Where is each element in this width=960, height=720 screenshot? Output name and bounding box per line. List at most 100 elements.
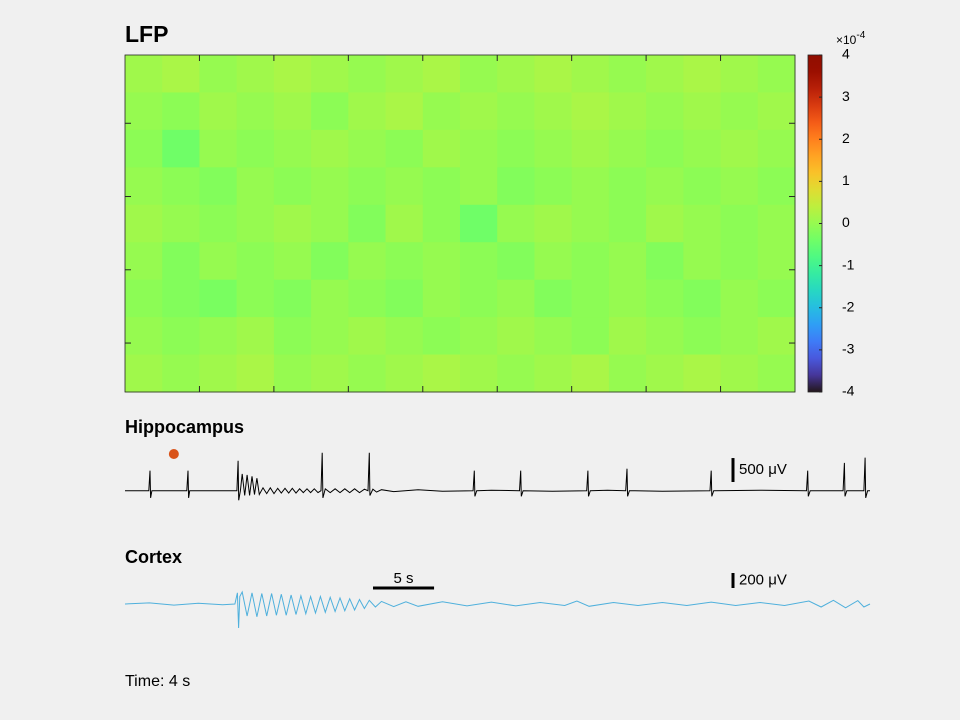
time-label: Time: 4 s	[125, 673, 190, 690]
heatmap-cell	[720, 92, 759, 131]
heatmap-cell	[720, 204, 759, 243]
heatmap-cell	[236, 279, 275, 318]
heatmap-cell	[199, 317, 238, 356]
heatmap-cell	[273, 92, 312, 131]
heatmap-cell	[236, 242, 275, 281]
heatmap-cell	[236, 354, 275, 393]
heatmap-cell	[646, 279, 684, 318]
heatmap-cell	[422, 167, 461, 206]
heatmap-cell	[385, 129, 424, 168]
heatmap-cell	[125, 354, 163, 393]
heatmap-cell	[348, 204, 387, 243]
heatmap-cell	[720, 279, 759, 318]
heatmap-cell	[460, 354, 498, 393]
heatmap-cell	[757, 279, 796, 318]
heatmap-cell	[497, 354, 535, 393]
heatmap-cell	[125, 242, 163, 281]
colorbar-tick-label: 1	[842, 172, 850, 188]
heatmap-cell	[534, 279, 573, 318]
heatmap-cell	[571, 279, 610, 318]
heatmap-cell	[236, 55, 275, 93]
heatmap-cell	[720, 242, 759, 281]
heatmap-cell	[534, 242, 573, 281]
heatmap-cell	[608, 55, 647, 93]
heatmap-cell	[683, 55, 722, 93]
heatmap-cell	[757, 92, 796, 131]
heatmap-cell	[199, 279, 238, 318]
heatmap-cell	[571, 204, 610, 243]
heatmap-cell	[385, 317, 424, 356]
heatmap-cell	[311, 242, 349, 281]
heatmap-cell	[571, 92, 610, 131]
heatmap-cell	[497, 242, 535, 281]
heatmap-cell	[497, 167, 535, 206]
heatmap-cell	[162, 167, 200, 206]
heatmap-cell	[273, 279, 312, 318]
heatmap-cell	[199, 55, 238, 93]
heatmap-cell	[422, 92, 461, 131]
heatmap-cell	[311, 129, 349, 168]
heatmap-cell	[348, 317, 387, 356]
heatmap-cell	[683, 279, 722, 318]
heatmap-cell	[385, 242, 424, 281]
heatmap-cell	[460, 279, 498, 318]
heatmap-cell	[311, 55, 349, 93]
colorbar-tick-label: -1	[842, 256, 855, 272]
heatmap-cell	[720, 354, 759, 393]
heatmap-cell	[311, 167, 349, 206]
heatmap-cell	[646, 242, 684, 281]
heatmap-cell	[571, 167, 610, 206]
heatmap-cell	[422, 129, 461, 168]
heatmap-cell	[683, 317, 722, 356]
heatmap-cell	[646, 317, 684, 356]
heatmap-cell	[460, 204, 498, 243]
heatmap-cell	[422, 242, 461, 281]
heatmap-cell	[422, 354, 461, 393]
heatmap-cell	[571, 354, 610, 393]
heatmap-cell	[311, 317, 349, 356]
heatmap-cell	[199, 242, 238, 281]
heatmap-cell	[199, 167, 238, 206]
heatmap-cell	[646, 354, 684, 393]
heatmap-cell	[422, 204, 461, 243]
colorbar-tick-label: 2	[842, 130, 850, 146]
heatmap-cell	[162, 204, 200, 243]
time-scalebar-label: 5 s	[394, 570, 414, 587]
colorbar-tick-label: 3	[842, 88, 850, 104]
heatmap-cell	[497, 204, 535, 243]
heatmap-cell	[348, 129, 387, 168]
heatmap-cell	[757, 167, 796, 206]
heatmap-cell	[646, 167, 684, 206]
heatmap-cell	[683, 167, 722, 206]
heatmap-cell	[608, 129, 647, 168]
heatmap-cell	[311, 354, 349, 393]
heatmap-cell	[683, 129, 722, 168]
colorbar-tick-label: -3	[842, 341, 855, 357]
heatmap-cell	[608, 242, 647, 281]
heatmap-cell	[385, 167, 424, 206]
heatmap-cell	[720, 317, 759, 356]
heatmap-cell	[534, 204, 573, 243]
heatmap-cell	[571, 55, 610, 93]
heatmap-cell	[683, 354, 722, 393]
heatmap-cell	[534, 92, 573, 131]
heatmap-cell	[720, 167, 759, 206]
heatmap-cell	[162, 55, 200, 93]
heatmap-cell	[460, 317, 498, 356]
heatmap-cell	[608, 167, 647, 206]
heatmap-cell	[757, 354, 796, 393]
heatmap-cell	[683, 92, 722, 131]
heatmap-cell	[385, 92, 424, 131]
heatmap-cell	[608, 317, 647, 356]
amplitude-scalebar-label: 500 μV	[739, 461, 787, 478]
heatmap-cell	[348, 167, 387, 206]
heatmap-cell	[236, 129, 275, 168]
heatmap-cell	[199, 204, 238, 243]
heatmap-cell	[162, 242, 200, 281]
heatmap-cell	[534, 55, 573, 93]
heatmap-cell	[236, 317, 275, 356]
heatmap-cell	[497, 55, 535, 93]
heatmap-cell	[236, 92, 275, 131]
heatmap-cell	[199, 129, 238, 168]
heatmap-cell	[273, 354, 312, 393]
